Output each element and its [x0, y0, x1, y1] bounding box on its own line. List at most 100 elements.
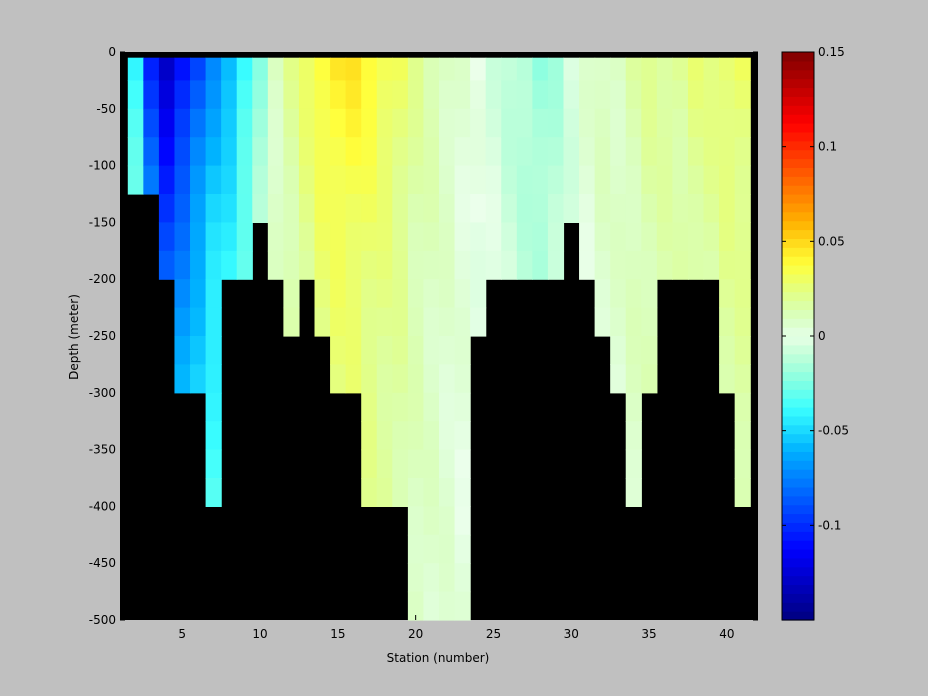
heatmap-cell [719, 80, 736, 110]
heatmap-cell [205, 478, 222, 507]
heatmap-cell [392, 336, 409, 365]
heatmap-cell [610, 137, 627, 167]
heatmap-cell [532, 222, 549, 252]
heatmap-cell [376, 108, 393, 138]
heatmap-cell [734, 449, 751, 479]
heatmap-cell [190, 364, 207, 394]
heatmap-cell [672, 57, 689, 81]
heatmap-cell [734, 279, 751, 309]
heatmap-cell [734, 165, 751, 195]
heatmap-cell [610, 80, 627, 110]
heatmap-cell [205, 449, 222, 479]
heatmap-cell [283, 57, 300, 81]
heatmap-cell [407, 57, 425, 81]
heatmap-cell [594, 194, 611, 223]
heatmap-cell [439, 421, 456, 451]
heatmap-cell [516, 194, 533, 223]
heatmap-cell [127, 108, 144, 138]
heatmap-cell [407, 478, 425, 507]
heatmap-cell [672, 165, 689, 195]
heatmap-cell [625, 336, 642, 365]
heatmap-cell [423, 194, 440, 223]
y-tick-label: -500 [89, 613, 116, 627]
colorbar-band [782, 486, 814, 497]
heatmap-cell [454, 57, 471, 81]
colorbar-band [782, 442, 814, 452]
heatmap-cell [314, 222, 331, 252]
heatmap-cell [392, 165, 409, 195]
heatmap-cell [734, 80, 751, 110]
heatmap-cell [267, 108, 284, 138]
heatmap-cell [345, 80, 362, 110]
y-tick-label: -350 [89, 443, 116, 457]
heatmap-cell [330, 307, 347, 337]
heatmap-cell [345, 336, 362, 365]
heatmap-cell [174, 250, 191, 280]
heatmap-cell [563, 165, 580, 195]
heatmap-cell [267, 57, 284, 81]
heatmap-cell [423, 80, 440, 110]
heatmap-cell [610, 250, 627, 280]
heatmap-cell [376, 364, 393, 394]
colorbar-band [782, 194, 814, 204]
colorbar-band [782, 584, 814, 594]
heatmap-cell [454, 165, 471, 195]
heatmap-cell [423, 591, 440, 621]
colorbar-band [782, 344, 814, 355]
heatmap-cell [283, 250, 300, 280]
heatmap-cell [610, 279, 627, 309]
heatmap-cell [392, 137, 409, 167]
plot-area: 5 10 15 20 25 30 35 40 0 -50 -100 -150 -200 -250 -300… [89, 45, 758, 641]
heatmap-cell [236, 57, 253, 81]
heatmap-cell [407, 222, 425, 252]
heatmap-cell [454, 591, 471, 621]
heatmap-cell [470, 250, 487, 280]
heatmap-cell [174, 108, 191, 138]
heatmap-cell [734, 250, 751, 280]
colorbar-band [782, 309, 814, 319]
heatmap-cell [485, 108, 502, 138]
heatmap-cell [625, 279, 642, 309]
heatmap-cell [594, 222, 611, 252]
heatmap-cell [376, 194, 393, 223]
heatmap-cell [298, 80, 316, 110]
heatmap-cell [236, 165, 253, 195]
heatmap-cell [330, 222, 347, 252]
heatmap-cell [376, 449, 393, 479]
heatmap-cell [579, 194, 596, 223]
heatmap-cell [656, 57, 674, 81]
heatmap-cell [641, 108, 658, 138]
heatmap-cell [439, 57, 456, 81]
heatmap-cell [376, 250, 393, 280]
heatmap-cell [330, 336, 347, 365]
heatmap-cell [485, 222, 502, 252]
heatmap-cell [345, 250, 362, 280]
heatmap-cell [283, 279, 300, 309]
heatmap-cell [298, 137, 316, 167]
heatmap-cell [641, 222, 658, 252]
heatmap-cell [734, 364, 751, 394]
heatmap-cell [376, 336, 393, 365]
heatmap-cell [205, 222, 222, 252]
heatmap-cell [423, 137, 440, 167]
heatmap-cell [610, 364, 627, 394]
heatmap-cell [236, 250, 253, 280]
heatmap-cell [423, 449, 440, 479]
heatmap-cell [594, 80, 611, 110]
heatmap-cell [127, 137, 144, 167]
heatmap-cell [205, 392, 222, 422]
y-tick-label: -250 [89, 329, 116, 343]
heatmap-cell [252, 80, 269, 110]
heatmap-cell [454, 279, 471, 309]
heatmap-cell [345, 307, 362, 337]
heatmap-cell [190, 108, 207, 138]
heatmap-cell [423, 279, 440, 309]
heatmap-cell [376, 137, 393, 167]
heatmap-cell [252, 165, 269, 195]
heatmap-cell [687, 250, 705, 280]
heatmap-cell [174, 80, 191, 110]
heatmap-cell [407, 449, 425, 479]
heatmap-cell [221, 57, 238, 81]
heatmap-cell [532, 108, 549, 138]
heatmap-cell [407, 392, 425, 422]
